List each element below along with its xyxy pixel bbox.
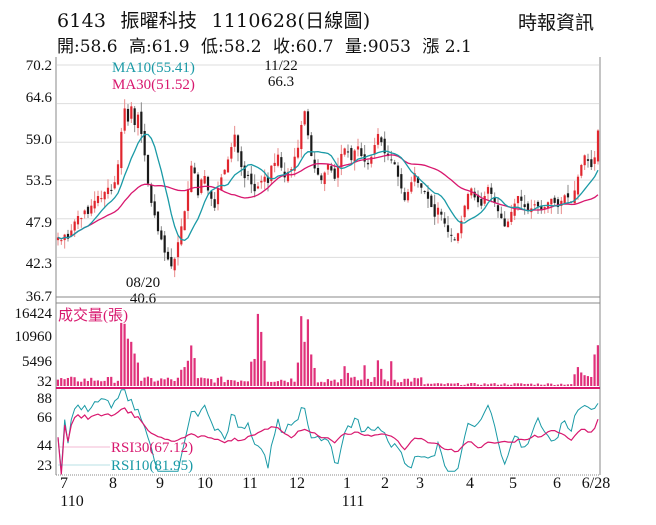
xtick-aug: 8 [109,475,117,492]
volume-ytick-0: 16424 [15,306,53,322]
change-value: 漲 2.1 [422,37,472,57]
ma30-legend: MA30(51.52) [112,77,195,93]
price-ytick-1: 64.6 [26,90,53,106]
price-ytick-4: 47.9 [26,215,52,231]
high-annotation-date: 11/22 [264,58,298,74]
low-annotation-value: 40.6 [130,291,157,307]
close-value: 收:60.7 [273,37,334,57]
high-value: 高:61.9 [129,37,190,57]
chart-date-label: 1110628(日線圖) [211,10,371,32]
ohlc-summary: 開:58.6 高:61.9 低:58.2 收:60.7 量:9053 漲 2.1 [57,32,478,57]
volume-ytick-3: 32 [37,374,52,390]
ma10-line [57,133,599,242]
ma10-legend: MA10(55.41) [112,60,195,76]
xtick-may: 5 [509,475,517,492]
price-ytick-3: 53.5 [26,173,52,189]
xtick-feb: 2 [381,475,389,492]
price-ytick-6: 36.7 [26,289,53,305]
panel-borders [55,57,601,476]
xtick-year-111: 111 [342,493,365,510]
rsi-ytick-2: 44 [37,438,53,454]
xtick-jan: 1 [343,475,351,492]
rsi30-legend: RSI30(67.12) [111,440,193,456]
xtick-jul: 7 [60,475,68,492]
xtick-apr: 4 [466,475,474,492]
price-panel: 70.2 64.6 59.0 53.5 47.9 42.3 36.7 MA10(… [26,58,600,307]
rsi-ytick-1: 66 [37,410,53,426]
stock-code: 6143 [57,10,107,32]
rsi-ytick-3: 23 [37,458,52,474]
low-annotation-date: 08/20 [126,275,160,291]
price-ytick-5: 42.3 [26,256,52,272]
chart-title: 6143 振曜科技 1110628(日線圖) [57,6,378,33]
xtick-nov: 11 [242,475,257,492]
price-gridlines [57,64,599,258]
price-ytick-0: 70.2 [26,58,52,74]
high-annotation-value: 66.3 [268,74,294,90]
rsi-panel: 88 66 44 23 RSI30(67.12) RSI10(81.95) [37,389,599,475]
volume-ytick-1: 10960 [15,329,53,345]
open-value: 開:58.6 [57,37,118,57]
xtick-last-date: 6/28 [582,475,610,492]
rsi10-line [57,389,599,472]
volume-panel: 16424 10960 5496 32 成交量(張) [15,306,599,390]
xtick-dec: 12 [289,475,305,492]
volume-bars [56,313,599,386]
xtick-jun: 6 [553,475,561,492]
volume-legend: 成交量(張) [58,306,128,324]
source-brand: 時報資訊 [518,12,595,34]
rsi30-line [57,407,599,475]
rsi10-legend: RSI10(81.95) [111,458,193,474]
xtick-year-110: 110 [60,493,83,510]
stock-name: 振曜科技 [120,10,198,32]
x-axis: 7 8 9 10 11 12 1 2 3 4 5 6 6/28 110 111 [60,475,610,510]
candlesticks [56,99,600,278]
xtick-sep: 9 [156,475,164,492]
xtick-oct: 10 [197,475,213,492]
price-ytick-2: 59.0 [26,132,52,148]
volume-value: 量:9053 [345,37,411,57]
low-value: 低:58.2 [201,37,262,57]
rsi-ytick-0: 88 [37,391,52,407]
xtick-mar: 3 [416,475,424,492]
volume-ytick-2: 5496 [22,354,53,370]
